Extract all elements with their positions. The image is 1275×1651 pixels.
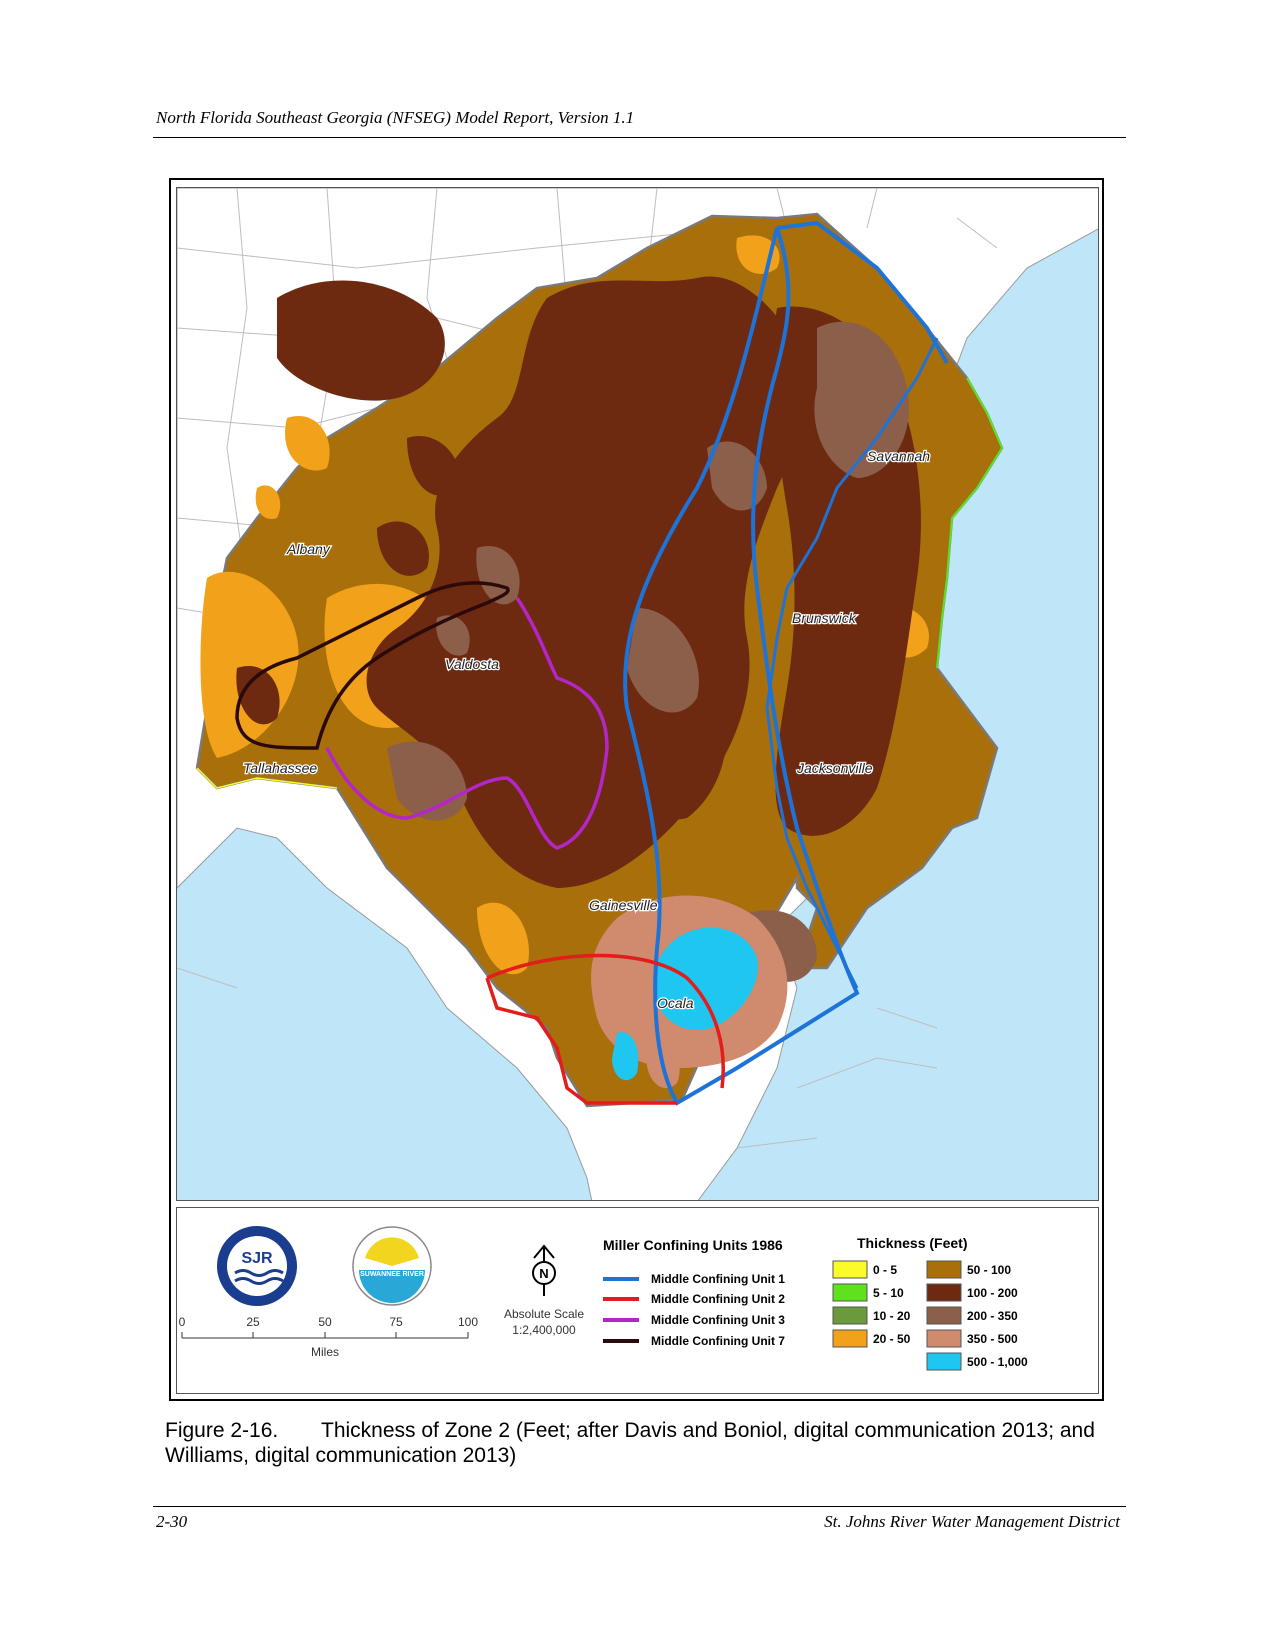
unit-2-label: Middle Confining Unit 2: [651, 1292, 785, 1306]
label-500-1000: 500 - 1,000: [967, 1355, 1028, 1369]
swatch-10-20: [832, 1306, 868, 1325]
report-header: North Florida Southeast Georgia (NFSEG) …: [156, 108, 635, 127]
scale-bar: 0 25 50 75 100 Miles: [179, 1315, 479, 1359]
label-350-500: 350 - 500: [967, 1332, 1018, 1346]
sjr-logo-text: SJR: [241, 1250, 273, 1267]
confining-unit-2-line: [485, 953, 725, 1105]
label-200-350: 200 - 350: [967, 1309, 1018, 1323]
city-jacksonville: Jacksonville: [796, 760, 873, 776]
figure-caption-text: Thickness of Zone 2 (Feet; after Davis a…: [165, 1419, 1095, 1467]
footer-rule: [153, 1506, 1126, 1507]
units-legend-title: Miller Confining Units 1986: [603, 1237, 783, 1253]
map-svg: Albany Valdosta Tallahassee Savannah Bru…: [177, 188, 1098, 1200]
label-10-20: 10 - 20: [873, 1309, 911, 1323]
north-arrow-icon: N: [532, 1244, 556, 1296]
confining-unit-1-coast: [765, 337, 939, 989]
absolute-scale-value: 1:2,400,000: [512, 1323, 576, 1337]
legend-box: SJR SUWANNEE RIVER 0 25 50 75 100 Miles: [176, 1207, 1099, 1394]
city-valdosta: Valdosta: [445, 656, 499, 672]
city-savannah: Savannah: [867, 448, 930, 464]
srwmd-logo-text: SUWANNEE RIVER: [360, 1271, 424, 1278]
footer-organization: St. Johns River Water Management Distric…: [824, 1512, 1120, 1531]
swatch-200-350: [926, 1306, 962, 1325]
scale-tick-75: 75: [389, 1315, 403, 1329]
figure-frame: [169, 178, 1104, 1401]
scale-unit: Miles: [311, 1345, 339, 1359]
figure-caption: Figure 2-16. Thickness of Zone 2 (Feet; a…: [165, 1418, 1135, 1468]
unit-1-label: Middle Confining Unit 1: [651, 1272, 785, 1286]
city-tallahassee: Tallahassee: [243, 760, 317, 776]
swatch-350-500: [926, 1329, 962, 1348]
sjr-logo: SJR: [217, 1226, 297, 1306]
units-legend-items: Middle Confining Unit 1 Middle Confining…: [603, 1272, 785, 1348]
scale-tick-100: 100: [458, 1315, 478, 1329]
figure-number: Figure 2-16.: [165, 1419, 279, 1442]
thickness-legend-items: 0 - 5 5 - 10 10 - 20 20 - 50 50 - 100 10…: [832, 1260, 1028, 1371]
thickness-legend-title: Thickness (Feet): [857, 1235, 967, 1251]
swatch-0-5: [832, 1260, 868, 1279]
label-0-5: 0 - 5: [873, 1263, 897, 1277]
label-50-100: 50 - 100: [967, 1263, 1011, 1277]
scale-tick-25: 25: [246, 1315, 260, 1329]
swatch-100-200: [926, 1283, 962, 1302]
unit-3-label: Middle Confining Unit 3: [651, 1313, 785, 1327]
city-labels: Albany Valdosta Tallahassee Savannah Bru…: [242, 447, 932, 1013]
zone-5-10-fringe: [936, 377, 1004, 669]
city-brunswick: Brunswick: [792, 610, 857, 626]
north-arrow-letter: N: [539, 1266, 548, 1281]
header-rule: [153, 137, 1126, 138]
swatch-20-50: [832, 1329, 868, 1348]
legend-svg: SJR SUWANNEE RIVER 0 25 50 75 100 Miles: [179, 1226, 1028, 1371]
swatch-5-10: [832, 1283, 868, 1302]
label-20-50: 20 - 50: [873, 1332, 911, 1346]
swatch-500-1000: [926, 1352, 962, 1371]
label-5-10: 5 - 10: [873, 1286, 904, 1300]
label-100-200: 100 - 200: [967, 1286, 1018, 1300]
scale-tick-50: 50: [318, 1315, 332, 1329]
srwmd-logo: SUWANNEE RIVER: [352, 1226, 432, 1306]
unit-7-label: Middle Confining Unit 7: [651, 1334, 785, 1348]
confining-unit-3-line: [325, 597, 609, 850]
zone-500-1000: [612, 927, 758, 1081]
zone-200-350: [387, 321, 909, 982]
confining-unit-7-line: [235, 581, 510, 750]
page-number: 2-30: [156, 1512, 188, 1531]
city-gainesville: Gainesville: [589, 897, 658, 913]
city-albany: Albany: [286, 541, 331, 557]
scale-tick-0: 0: [179, 1315, 186, 1329]
absolute-scale-label: Absolute Scale: [504, 1307, 584, 1321]
thickness-map: Albany Valdosta Tallahassee Savannah Bru…: [176, 187, 1099, 1201]
swatch-50-100: [926, 1260, 962, 1279]
city-ocala: Ocala: [657, 995, 694, 1011]
zone-100-200: [236, 276, 921, 889]
zone-0-5-fringe: [196, 767, 338, 789]
